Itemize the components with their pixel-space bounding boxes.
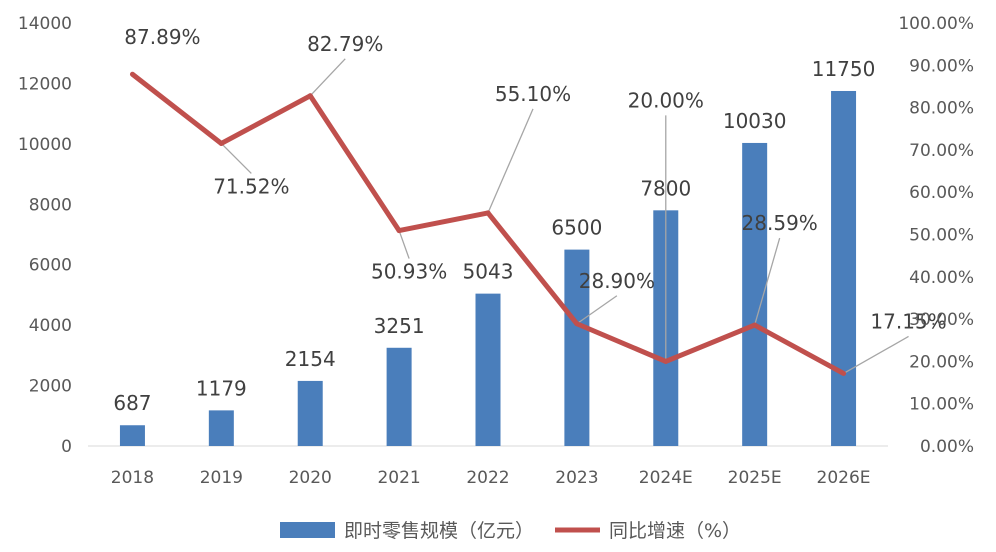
x-tick-label: 2019: [200, 468, 243, 488]
y-left-tick-label: 10000: [18, 135, 72, 155]
bar: [831, 90, 857, 446]
y-right-tick-label: 90.00%: [909, 56, 974, 76]
legend-label-bar: 即时零售规模（亿元）: [344, 520, 534, 542]
bar-value-label: 11750: [812, 57, 876, 81]
bar: [119, 425, 145, 446]
y-right-tick-label: 0.00%: [920, 437, 974, 457]
x-tick-label: 2026E: [817, 468, 871, 488]
bar: [208, 410, 234, 446]
y-right-tick-label: 70.00%: [909, 141, 974, 161]
x-tick-label: 2022: [466, 468, 509, 488]
x-tick-label: 2021: [377, 468, 420, 488]
leader-line: [220, 143, 252, 174]
leader-line: [754, 237, 781, 326]
leader-line: [576, 295, 618, 325]
legend-label-line: 同比增速（%）: [609, 520, 741, 542]
y-left-tick-label: 0: [61, 437, 72, 457]
bar-value-label: 5043: [463, 260, 514, 284]
legend-swatch-bar: [280, 522, 335, 538]
line-point: [485, 210, 491, 216]
y-left-tick-label: 14000: [18, 14, 72, 34]
bar-value-label: 1179: [196, 376, 247, 400]
line-value-label: 55.10%: [495, 82, 571, 106]
line-point: [663, 358, 669, 364]
y-right-tick-label: 30.00%: [909, 310, 974, 330]
line-series: [129, 71, 847, 376]
y-left-tick-label: 8000: [29, 195, 72, 215]
leader-line: [309, 58, 346, 97]
y-left-tick-label: 6000: [29, 256, 72, 276]
leader-line: [398, 230, 410, 259]
line-point: [129, 71, 135, 77]
legend: 即时零售规模（亿元） 同比增速（%）: [280, 520, 741, 542]
bar: [386, 347, 412, 446]
bar-value-label: 6500: [551, 216, 602, 240]
x-tick-label: 2024E: [639, 468, 693, 488]
leader-lines: [220, 58, 909, 375]
line-point: [841, 370, 847, 376]
bar: [475, 293, 501, 446]
line-point: [218, 140, 224, 146]
bar-value-label: 10030: [723, 109, 787, 133]
bar-value-label: 687: [113, 391, 151, 415]
bar: [297, 380, 323, 446]
data-labels: 687 1179 2154 3251 5043 6500 7800 10030 11750 87.…: [113, 25, 946, 415]
x-tick-label: 2018: [111, 468, 154, 488]
bar-series: [119, 90, 857, 446]
y-left-tick-label: 12000: [18, 74, 72, 94]
line-value-label: 50.93%: [371, 260, 447, 284]
x-tick-label: 2023: [555, 468, 598, 488]
line-point: [752, 322, 758, 328]
line-value-label: 17.15%: [870, 309, 946, 333]
bar-value-label: 2154: [285, 347, 336, 371]
bar-value-label: 7800: [640, 176, 691, 200]
x-tick-label: 2025E: [728, 468, 782, 488]
line-value-label: 87.89%: [124, 25, 200, 49]
tick-labels: 0 2000 4000 6000 8000 10000 12000 14000 0.00% 10.…: [18, 14, 974, 488]
line-value-label: 28.90%: [579, 269, 655, 293]
bar-value-label: 3251: [374, 314, 425, 338]
y-right-tick-label: 60.00%: [909, 183, 974, 203]
y-right-tick-label: 100.00%: [898, 14, 974, 34]
y-right-tick-label: 20.00%: [909, 352, 974, 372]
y-right-tick-label: 50.00%: [909, 226, 974, 246]
line-value-label: 82.79%: [307, 32, 383, 56]
line-point: [307, 93, 313, 99]
x-tick-label: 2020: [289, 468, 332, 488]
y-right-tick-label: 80.00%: [909, 99, 974, 119]
line-value-label: 71.52%: [213, 174, 289, 198]
y-right-tick-label: 10.00%: [909, 395, 974, 415]
line-point: [574, 321, 580, 327]
leader-line: [487, 108, 534, 214]
leader-line: [843, 335, 909, 375]
y-left-tick-label: 2000: [29, 377, 72, 397]
bar: [564, 249, 590, 446]
y-left-tick-label: 4000: [29, 316, 72, 336]
line-point: [396, 228, 402, 234]
y-right-tick-label: 40.00%: [909, 268, 974, 288]
line-value-label: 28.59%: [742, 211, 818, 235]
line-value-label: 20.00%: [628, 88, 704, 112]
